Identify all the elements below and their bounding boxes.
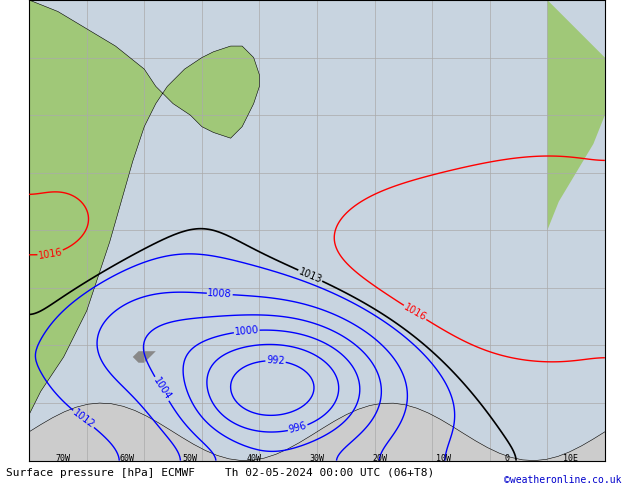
Text: 996: 996 xyxy=(288,421,308,436)
Text: 70W: 70W xyxy=(56,454,71,463)
Text: 60W: 60W xyxy=(119,454,134,463)
Text: 1013: 1013 xyxy=(297,266,323,285)
Text: 1008: 1008 xyxy=(207,288,232,300)
Polygon shape xyxy=(547,0,605,230)
Text: 40W: 40W xyxy=(246,454,261,463)
Text: Th 02-05-2024 00:00 UTC (06+T8): Th 02-05-2024 00:00 UTC (06+T8) xyxy=(225,468,434,478)
Text: 1016: 1016 xyxy=(37,246,63,261)
Text: 1000: 1000 xyxy=(234,325,259,337)
Text: 992: 992 xyxy=(266,355,285,367)
Text: ©weatheronline.co.uk: ©weatheronline.co.uk xyxy=(504,475,621,485)
Text: 1004: 1004 xyxy=(151,376,172,402)
Text: Surface pressure [hPa] ECMWF: Surface pressure [hPa] ECMWF xyxy=(6,468,195,478)
Text: 10W: 10W xyxy=(436,454,451,463)
Text: 1016: 1016 xyxy=(402,302,428,323)
Polygon shape xyxy=(29,0,259,432)
Text: 30W: 30W xyxy=(309,454,325,463)
Text: 1012: 1012 xyxy=(70,408,96,430)
Text: 50W: 50W xyxy=(183,454,198,463)
Text: 20W: 20W xyxy=(373,454,388,463)
Polygon shape xyxy=(133,351,156,363)
Text: 10E: 10E xyxy=(563,454,578,463)
Text: 0: 0 xyxy=(505,454,510,463)
